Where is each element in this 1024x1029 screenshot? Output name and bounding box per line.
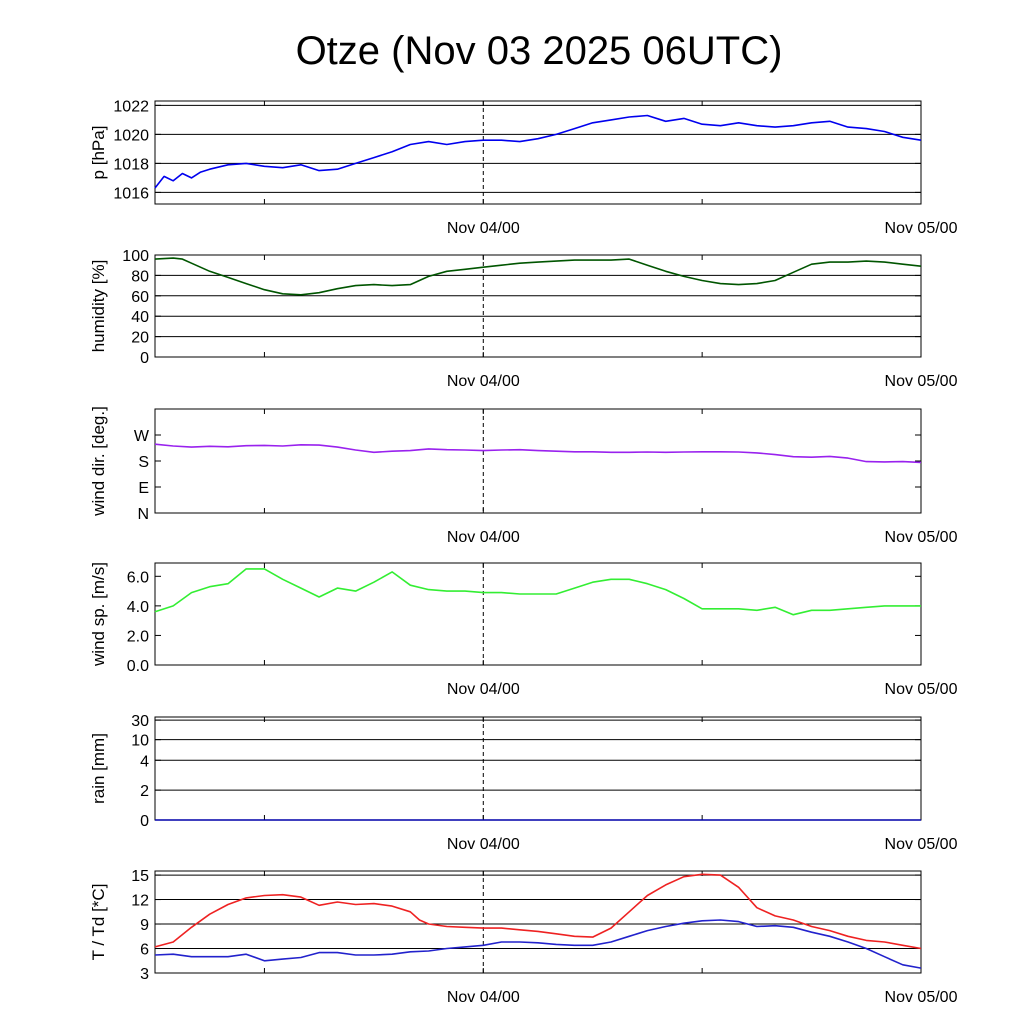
y-tick-label: 2	[140, 783, 149, 800]
x-tick-label: Nov 04/00	[447, 681, 520, 698]
y-tick-label: 0	[140, 350, 149, 367]
y-tick-label: 2.0	[127, 628, 149, 645]
y-tick-label: E	[138, 480, 149, 497]
y-axis-label: wind sp. [m/s]	[89, 562, 108, 667]
panel-frame	[154, 254, 922, 358]
panel-frame	[154, 870, 922, 974]
y-axis-label: p [hPa]	[89, 126, 108, 180]
series-line-wind_speed	[154, 568, 921, 616]
y-tick-label: 60	[131, 289, 149, 306]
x-tick-label: Nov 05/00	[885, 836, 958, 853]
series-line-humidity	[154, 257, 922, 296]
y-tick-label: 6	[140, 942, 149, 959]
x-tick-label: Nov 04/00	[447, 989, 520, 1006]
y-tick-label: 100	[122, 248, 149, 265]
series-line-temperature	[154, 873, 922, 950]
y-axis-label: rain [mm]	[89, 733, 108, 804]
y-axis-label: humidity [%]	[89, 260, 108, 353]
y-tick-label: 15	[131, 868, 149, 885]
y-tick-label: 1018	[113, 156, 149, 173]
y-tick-label: 40	[131, 309, 149, 326]
y-axis-label: wind dir. [deg.]	[89, 406, 108, 517]
y-axis-label: T / Td [*C]	[89, 884, 108, 961]
x-tick-label: Nov 05/00	[885, 529, 958, 546]
x-tick-label: Nov 04/00	[447, 836, 520, 853]
series-line-dewpoint	[154, 919, 922, 969]
series-line-wind_dir	[154, 443, 922, 464]
y-tick-label: 6.0	[127, 569, 149, 586]
y-tick-label: 0	[140, 813, 149, 830]
panel-5: 0 2 4 10 30 rain [mm] Nov 04/00 Nov 05/00	[89, 713, 958, 853]
panel-4: 0.0 2.0 4.0 6.0 wind sp. [m/s] Nov 04/00 Nov 0…	[89, 562, 958, 698]
chart-title: Otze (Nov 03 2025 06UTC)	[296, 29, 783, 73]
x-tick-label: Nov 05/00	[885, 989, 958, 1006]
y-tick-label: 9	[140, 917, 149, 934]
y-tick-label: 80	[131, 268, 149, 285]
x-tick-label: Nov 05/00	[885, 681, 958, 698]
panel-frame	[154, 100, 922, 205]
panel-2: 0 20 40 60 80 100 humidity [%] Nov 04/00 Nov 05/…	[89, 248, 958, 390]
y-tick-label: 4	[140, 753, 149, 770]
panel-6: 3 6 9 12 15 T / Td [*C] Nov 04/00 Nov 05/00	[89, 868, 958, 1006]
x-tick-label: Nov 04/00	[447, 373, 520, 390]
y-tick-label: N	[137, 506, 149, 523]
x-tick-label: Nov 05/00	[885, 220, 958, 237]
y-tick-label: 20	[131, 330, 149, 347]
panel-frame	[154, 562, 922, 666]
x-tick-label: Nov 04/00	[447, 529, 520, 546]
y-tick-label: W	[134, 428, 150, 445]
y-tick-label: 1016	[113, 185, 149, 202]
y-tick-label: 10	[131, 733, 149, 750]
y-tick-label: 1022	[113, 98, 149, 115]
y-tick-label: 3	[140, 966, 149, 983]
y-tick-label: 0.0	[127, 658, 149, 675]
y-tick-label: 1020	[113, 127, 149, 144]
y-tick-label: 4.0	[127, 599, 149, 616]
series-line-pressure	[154, 114, 922, 189]
x-tick-label: Nov 05/00	[885, 373, 958, 390]
y-tick-label: 12	[131, 893, 149, 910]
y-tick-label: S	[138, 454, 149, 471]
x-tick-label: Nov 04/00	[447, 220, 520, 237]
panel-1: 1016 1018 1020 1022 p [hPa] Nov 04/00 Nov 05/0…	[89, 98, 958, 237]
y-tick-label: 30	[131, 713, 149, 730]
